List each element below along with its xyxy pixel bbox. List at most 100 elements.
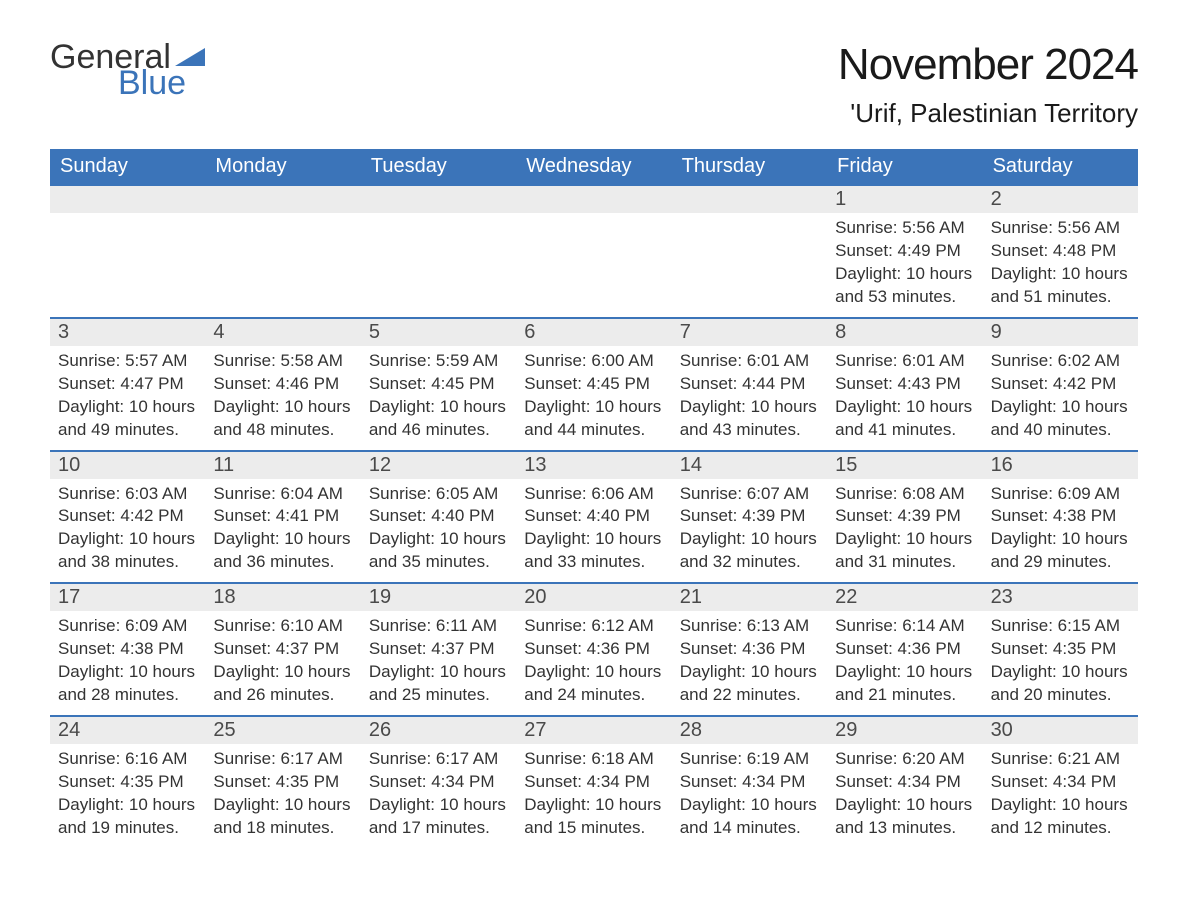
- day-details: Sunrise: 5:57 AMSunset: 4:47 PMDaylight:…: [50, 346, 205, 450]
- day-cell: 28Sunrise: 6:19 AMSunset: 4:34 PMDayligh…: [672, 715, 827, 848]
- day-cell: 1Sunrise: 5:56 AMSunset: 4:49 PMDaylight…: [827, 184, 982, 317]
- day-details: Sunrise: 6:04 AMSunset: 4:41 PMDaylight:…: [205, 479, 360, 583]
- day-number: 4: [205, 319, 360, 346]
- location-text: 'Urif, Palestinian Territory: [838, 98, 1138, 129]
- day-cell: [672, 184, 827, 317]
- day-number: 2: [983, 186, 1138, 213]
- day-number: 16: [983, 452, 1138, 479]
- day-number: 28: [672, 717, 827, 744]
- day-details: Sunrise: 6:12 AMSunset: 4:36 PMDaylight:…: [516, 611, 671, 715]
- day-details: Sunrise: 6:14 AMSunset: 4:36 PMDaylight:…: [827, 611, 982, 715]
- column-header: Wednesday: [516, 149, 671, 184]
- day-number: 30: [983, 717, 1138, 744]
- logo: General Blue: [50, 40, 207, 100]
- day-cell: 17Sunrise: 6:09 AMSunset: 4:38 PMDayligh…: [50, 582, 205, 715]
- column-header: Friday: [827, 149, 982, 184]
- day-number: 10: [50, 452, 205, 479]
- logo-text-blue: Blue: [118, 66, 207, 100]
- day-number: 23: [983, 584, 1138, 611]
- day-details: Sunrise: 6:09 AMSunset: 4:38 PMDaylight:…: [50, 611, 205, 715]
- column-header: Tuesday: [361, 149, 516, 184]
- day-cell: [50, 184, 205, 317]
- day-details: Sunrise: 6:17 AMSunset: 4:35 PMDaylight:…: [205, 744, 360, 848]
- day-cell: [516, 184, 671, 317]
- day-cell: 12Sunrise: 6:05 AMSunset: 4:40 PMDayligh…: [361, 450, 516, 583]
- day-number: 18: [205, 584, 360, 611]
- day-cell: 26Sunrise: 6:17 AMSunset: 4:34 PMDayligh…: [361, 715, 516, 848]
- day-number: 17: [50, 584, 205, 611]
- day-cell: [205, 184, 360, 317]
- day-cell: 24Sunrise: 6:16 AMSunset: 4:35 PMDayligh…: [50, 715, 205, 848]
- day-number: 13: [516, 452, 671, 479]
- column-header: Sunday: [50, 149, 205, 184]
- day-details: Sunrise: 6:10 AMSunset: 4:37 PMDaylight:…: [205, 611, 360, 715]
- day-details: Sunrise: 6:17 AMSunset: 4:34 PMDaylight:…: [361, 744, 516, 848]
- empty-day-bar: [205, 186, 360, 213]
- day-details: Sunrise: 5:56 AMSunset: 4:48 PMDaylight:…: [983, 213, 1138, 317]
- column-header: Thursday: [672, 149, 827, 184]
- day-cell: 11Sunrise: 6:04 AMSunset: 4:41 PMDayligh…: [205, 450, 360, 583]
- month-title: November 2024: [838, 40, 1138, 90]
- day-details: Sunrise: 6:06 AMSunset: 4:40 PMDaylight:…: [516, 479, 671, 583]
- day-cell: 10Sunrise: 6:03 AMSunset: 4:42 PMDayligh…: [50, 450, 205, 583]
- day-number: 7: [672, 319, 827, 346]
- day-cell: 9Sunrise: 6:02 AMSunset: 4:42 PMDaylight…: [983, 317, 1138, 450]
- day-cell: 3Sunrise: 5:57 AMSunset: 4:47 PMDaylight…: [50, 317, 205, 450]
- day-cell: 7Sunrise: 6:01 AMSunset: 4:44 PMDaylight…: [672, 317, 827, 450]
- day-details: Sunrise: 6:18 AMSunset: 4:34 PMDaylight:…: [516, 744, 671, 848]
- day-cell: 25Sunrise: 6:17 AMSunset: 4:35 PMDayligh…: [205, 715, 360, 848]
- day-number: 15: [827, 452, 982, 479]
- day-cell: 22Sunrise: 6:14 AMSunset: 4:36 PMDayligh…: [827, 582, 982, 715]
- day-details: Sunrise: 6:08 AMSunset: 4:39 PMDaylight:…: [827, 479, 982, 583]
- day-details: Sunrise: 6:09 AMSunset: 4:38 PMDaylight:…: [983, 479, 1138, 583]
- day-number: 9: [983, 319, 1138, 346]
- day-details: Sunrise: 6:19 AMSunset: 4:34 PMDaylight:…: [672, 744, 827, 848]
- day-details: Sunrise: 6:15 AMSunset: 4:35 PMDaylight:…: [983, 611, 1138, 715]
- day-number: 29: [827, 717, 982, 744]
- day-details: Sunrise: 6:21 AMSunset: 4:34 PMDaylight:…: [983, 744, 1138, 848]
- day-number: 21: [672, 584, 827, 611]
- day-cell: 27Sunrise: 6:18 AMSunset: 4:34 PMDayligh…: [516, 715, 671, 848]
- day-details: Sunrise: 5:59 AMSunset: 4:45 PMDaylight:…: [361, 346, 516, 450]
- day-cell: 15Sunrise: 6:08 AMSunset: 4:39 PMDayligh…: [827, 450, 982, 583]
- day-cell: 20Sunrise: 6:12 AMSunset: 4:36 PMDayligh…: [516, 582, 671, 715]
- day-cell: 16Sunrise: 6:09 AMSunset: 4:38 PMDayligh…: [983, 450, 1138, 583]
- day-number: 12: [361, 452, 516, 479]
- day-cell: 8Sunrise: 6:01 AMSunset: 4:43 PMDaylight…: [827, 317, 982, 450]
- day-number: 19: [361, 584, 516, 611]
- day-number: 8: [827, 319, 982, 346]
- day-number: 1: [827, 186, 982, 213]
- day-number: 6: [516, 319, 671, 346]
- day-details: Sunrise: 6:07 AMSunset: 4:39 PMDaylight:…: [672, 479, 827, 583]
- day-cell: 13Sunrise: 6:06 AMSunset: 4:40 PMDayligh…: [516, 450, 671, 583]
- day-cell: 19Sunrise: 6:11 AMSunset: 4:37 PMDayligh…: [361, 582, 516, 715]
- day-cell: [361, 184, 516, 317]
- day-details: Sunrise: 6:01 AMSunset: 4:44 PMDaylight:…: [672, 346, 827, 450]
- title-block: November 2024 'Urif, Palestinian Territo…: [838, 40, 1138, 129]
- day-cell: 21Sunrise: 6:13 AMSunset: 4:36 PMDayligh…: [672, 582, 827, 715]
- day-cell: 30Sunrise: 6:21 AMSunset: 4:34 PMDayligh…: [983, 715, 1138, 848]
- empty-day-bar: [672, 186, 827, 213]
- day-number: 27: [516, 717, 671, 744]
- day-details: Sunrise: 6:00 AMSunset: 4:45 PMDaylight:…: [516, 346, 671, 450]
- empty-day-bar: [50, 186, 205, 213]
- day-number: 14: [672, 452, 827, 479]
- day-details: Sunrise: 6:11 AMSunset: 4:37 PMDaylight:…: [361, 611, 516, 715]
- day-cell: 14Sunrise: 6:07 AMSunset: 4:39 PMDayligh…: [672, 450, 827, 583]
- day-details: Sunrise: 6:01 AMSunset: 4:43 PMDaylight:…: [827, 346, 982, 450]
- day-number: 22: [827, 584, 982, 611]
- day-cell: 23Sunrise: 6:15 AMSunset: 4:35 PMDayligh…: [983, 582, 1138, 715]
- day-details: Sunrise: 6:05 AMSunset: 4:40 PMDaylight:…: [361, 479, 516, 583]
- day-number: 24: [50, 717, 205, 744]
- day-cell: 29Sunrise: 6:20 AMSunset: 4:34 PMDayligh…: [827, 715, 982, 848]
- column-header: Saturday: [983, 149, 1138, 184]
- day-cell: 4Sunrise: 5:58 AMSunset: 4:46 PMDaylight…: [205, 317, 360, 450]
- day-cell: 6Sunrise: 6:00 AMSunset: 4:45 PMDaylight…: [516, 317, 671, 450]
- calendar-grid: SundayMondayTuesdayWednesdayThursdayFrid…: [50, 149, 1138, 848]
- day-details: Sunrise: 6:20 AMSunset: 4:34 PMDaylight:…: [827, 744, 982, 848]
- day-cell: 18Sunrise: 6:10 AMSunset: 4:37 PMDayligh…: [205, 582, 360, 715]
- day-cell: 5Sunrise: 5:59 AMSunset: 4:45 PMDaylight…: [361, 317, 516, 450]
- day-number: 5: [361, 319, 516, 346]
- column-header: Monday: [205, 149, 360, 184]
- day-details: Sunrise: 6:02 AMSunset: 4:42 PMDaylight:…: [983, 346, 1138, 450]
